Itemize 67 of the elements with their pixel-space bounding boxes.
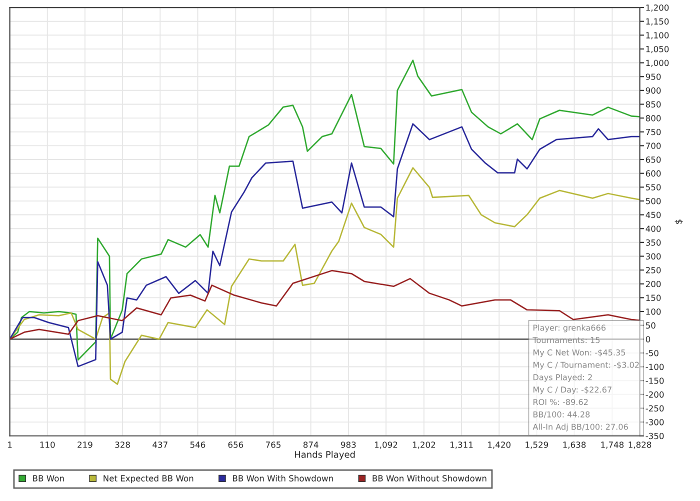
y-tick-label: 200 [646,280,661,288]
x-tick-label: 1,748 [601,442,624,449]
y-tick-label: 800 [646,115,661,122]
annotation: ROI %: -89.62 [533,398,588,406]
y-tick-label: 1,050 [646,46,669,54]
annotation: All-In Adj BB/100: 27.06 [532,424,628,432]
x-tick-label: 1,828 [628,442,652,449]
y-tick-label: 500 [646,198,661,204]
y-tick-label: 100 [646,308,661,315]
x-tick-label: 1 [8,442,12,448]
annotation: My C / Day: -$22.67 [533,386,612,394]
y-tick-label: 650 [646,156,661,163]
y-tick-label: 550 [646,184,661,190]
legend-label: Net Expected BB Won [104,475,194,484]
annotation: My C Net Won: -$45.35 [533,349,626,358]
x-tick-label: 110 [40,442,55,448]
y-tick-label: -350 [646,432,664,440]
y-tick-label: -50 [646,350,658,356]
y-tick-label: 350 [646,239,661,246]
y-tick-label: 700 [646,142,661,149]
y-tick-label: 600 [646,170,661,177]
x-tick-label: 328 [115,442,130,448]
legend-label: BB Won With Showdown [233,475,333,482]
y-tick-label: -200 [646,391,664,398]
y-tick-label: 0 [646,336,650,342]
legend-label: BB Won [33,475,64,482]
x-tick-label: 1,529 [526,442,548,449]
legend-label: BB Won Without Showdown [372,475,486,482]
line-series [10,60,640,361]
y-tick-label: 50 [646,322,656,329]
x-tick-label: 765 [266,442,280,448]
x-tick-label: 874 [303,442,318,448]
annotation: Player: grenka666 [533,324,606,332]
y-tick-label: 400 [646,226,661,232]
x-tick-label: 1,311 [450,442,473,449]
y-tick-label: 850 [646,101,661,108]
x-tick-label: 1,420 [488,442,510,449]
x-tick-label: 1,202 [412,442,436,449]
line-series [10,123,640,368]
y-tick-label: -300 [646,419,664,426]
annotation: My C / Tournament: -$3.02 [533,362,639,370]
annotation: Days Played: 2 [533,374,592,382]
y-tick-label: 900 [646,87,661,94]
y-tick-label: 1,150 [646,18,669,26]
x-tick-label: 546 [190,442,206,448]
y-tick-label: 450 [646,212,661,218]
y-tick-label: -250 [646,405,664,412]
y-tick-label: -150 [646,378,664,384]
x-tick-label: 1,092 [374,442,398,449]
y-tick-label: -100 [646,364,664,370]
line-series [10,167,640,385]
x-tick-label: 1,638 [563,442,586,449]
y-tick-label: 150 [646,294,661,301]
y-tick-label: 1,200 [646,4,669,12]
y-tick-label: 1,000 [646,60,669,67]
x-tick-label: 656 [228,442,244,448]
annotation: BB/100: 44.28 [533,411,590,418]
y-tick-label: 1,100 [646,32,669,40]
y-tick-label: 300 [646,253,661,260]
y-axis-title: $ [674,220,683,224]
y-tick-label: 950 [646,74,661,80]
x-axis-title: Hands Played [294,450,355,460]
y-tick-label: 250 [646,267,661,274]
x-tick-label: 437 [152,442,168,448]
y-tick-label: 750 [646,128,661,136]
x-tick-label: 983 [340,442,356,448]
x-tick-label: 219 [78,442,92,448]
